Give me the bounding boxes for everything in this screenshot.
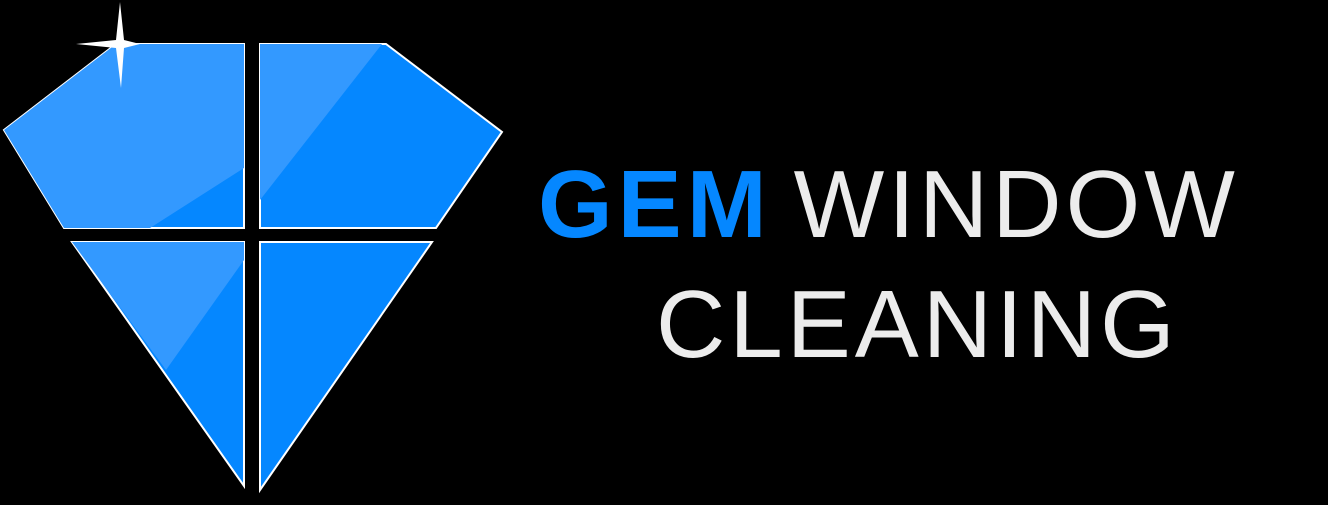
service-word: WINDOW (793, 151, 1239, 258)
sparkle-icon (76, 2, 140, 88)
logo-mark (0, 0, 510, 500)
pane-upper-left-sheen (4, 44, 244, 228)
pane-upper-right-sheen (260, 44, 382, 200)
tagline: CLEANING (656, 271, 1179, 378)
pane-lower-right (259, 241, 434, 494)
brand-name: GEM (538, 151, 772, 258)
wordmark: GEM WINDOW CLEANING (530, 150, 1320, 380)
wordmark-line-1: GEM WINDOW (538, 150, 1239, 260)
pane-lower-left-sheen (72, 242, 244, 370)
diamond-window-icon (2, 2, 504, 494)
